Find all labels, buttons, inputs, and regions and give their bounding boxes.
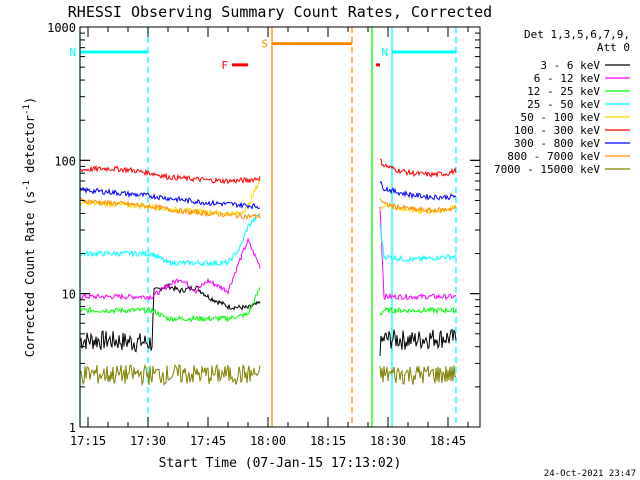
series-7-segment-1 — [379, 198, 457, 215]
y-axis-label: Corrected Count Rate (s-1 detector-1) — [22, 97, 37, 357]
plot-frame — [79, 26, 481, 428]
series-7 — [79, 197, 457, 220]
series-5 — [79, 158, 457, 185]
series-0 — [79, 283, 457, 357]
series-1 — [79, 206, 457, 301]
series-5-segment-1 — [379, 158, 457, 178]
legend-label-4: 50 - 100 keV — [521, 111, 601, 124]
series-5-segment-0 — [79, 164, 261, 185]
flag-label-2: S — [261, 38, 268, 51]
chart-title: RHESSI Observing Summary Count Rates, Co… — [68, 3, 492, 21]
series-0-segment-0 — [79, 283, 261, 353]
series-6-segment-1 — [379, 180, 457, 201]
x-tick-label-6: 18:45 — [430, 434, 466, 448]
x-tick-label-2: 17:45 — [190, 434, 226, 448]
y-tick-label-3: 1000 — [47, 21, 76, 35]
series-8-segment-1 — [379, 365, 457, 385]
series-0-segment-1 — [379, 328, 457, 357]
legend-header-line-1: Det 1,3,5,6,7,9, — [524, 28, 630, 41]
series-2 — [79, 287, 457, 323]
timestamp: 24-Oct-2021 23:47 — [544, 469, 636, 479]
legend-label-8: 7000 - 15000 keV — [494, 163, 600, 176]
series-2-segment-0 — [79, 287, 261, 323]
y-tick-label-2: 100 — [54, 154, 76, 168]
series-6 — [79, 180, 457, 210]
legend-label-6: 300 - 800 keV — [514, 137, 600, 150]
plot-area: N N S F 1 10 100 1000 17:15 17:30 17:45 18:00 18:15 1… — [47, 21, 481, 448]
legend-label-5: 100 - 300 keV — [514, 124, 600, 137]
legend-label-7: 800 - 7000 keV — [507, 150, 600, 163]
flag-label-0: N — [69, 46, 76, 59]
series-8 — [79, 363, 457, 387]
series-6-segment-0 — [79, 186, 261, 210]
y-tick-label-1: 10 — [62, 288, 76, 302]
series-3-segment-0 — [79, 213, 261, 267]
legend-label-3: 25 - 50 keV — [527, 98, 600, 111]
legend-label-0: 3 - 6 keV — [540, 59, 600, 72]
series-8-segment-0 — [79, 363, 261, 387]
series-7-segment-0 — [79, 197, 261, 220]
series-1-segment-1 — [379, 206, 457, 301]
x-tick-label-3: 18:00 — [250, 434, 286, 448]
legend-label-1: 6 - 12 keV — [534, 72, 601, 85]
x-axis-label: Start Time (07-Jan-15 17:13:02) — [159, 456, 402, 471]
x-tick-label-4: 18:15 — [310, 434, 346, 448]
flag-label-1: N — [381, 46, 388, 59]
series-2-segment-1 — [379, 306, 457, 316]
x-tick-label-1: 17:30 — [130, 434, 166, 448]
series-3 — [79, 213, 457, 267]
flag-label-3: F — [221, 59, 228, 72]
x-tick-label-5: 18:30 — [370, 434, 406, 448]
series-3-segment-1 — [379, 222, 457, 263]
legend-header-line-2: Att 0 — [597, 41, 630, 54]
x-tick-label-0: 17:15 — [70, 434, 106, 448]
legend-label-2: 12 - 25 keV — [527, 85, 600, 98]
y-tick-label-0: 1 — [69, 421, 76, 435]
series-1-segment-0 — [79, 238, 261, 301]
